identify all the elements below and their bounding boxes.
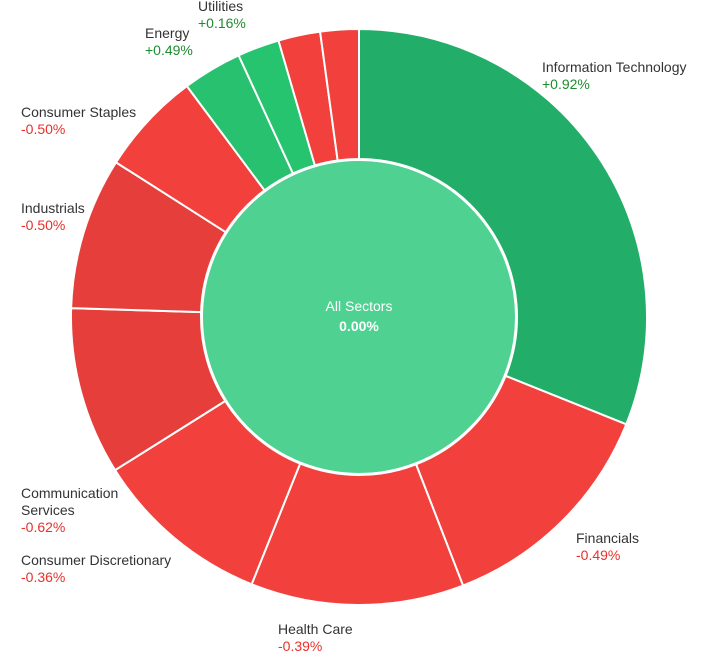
slice-name: Consumer Discretionary [21, 552, 172, 568]
slice-name: Financials [576, 530, 640, 546]
slice-name: Consumer Staples [21, 104, 137, 120]
slice-change: -0.50% [21, 217, 66, 233]
center-label: All Sectors [326, 298, 393, 314]
center-circle[interactable] [201, 159, 517, 475]
center-value: 0.00% [339, 318, 379, 334]
label-energy: Energy +0.49% [145, 25, 193, 59]
slice-name: Energy [145, 25, 190, 41]
slice-name: Health Care [278, 621, 353, 637]
slice-change: -0.62% [21, 519, 66, 535]
slice-change: +0.49% [145, 42, 193, 58]
slice-name: Utilities [198, 0, 244, 14]
slice-change: +0.16% [198, 15, 246, 31]
slice-change: -0.39% [278, 638, 323, 654]
slice-change: +0.92% [542, 76, 590, 92]
label-industrials: Industrials -0.50% [21, 200, 85, 234]
label-utilities: Utilities +0.16% [198, 0, 246, 32]
label-health-care: Health Care -0.39% [278, 621, 353, 655]
slice-name: Communication Services [21, 485, 119, 518]
slice-change: -0.36% [21, 569, 66, 585]
slice-name: Industrials [21, 200, 85, 216]
slice-change: -0.50% [21, 121, 66, 137]
label-consumer-staples: Consumer Staples -0.50% [21, 104, 136, 138]
slice-name: Information Technology [542, 59, 687, 75]
label-information-technology: Information Technology +0.92% [542, 59, 687, 93]
label-consumer-discretionary: Consumer Discretionary -0.36% [21, 552, 171, 586]
label-communication-services: Communication Services -0.62% [21, 485, 141, 536]
slice-change: -0.49% [576, 547, 621, 563]
label-financials: Financials -0.49% [576, 530, 639, 564]
